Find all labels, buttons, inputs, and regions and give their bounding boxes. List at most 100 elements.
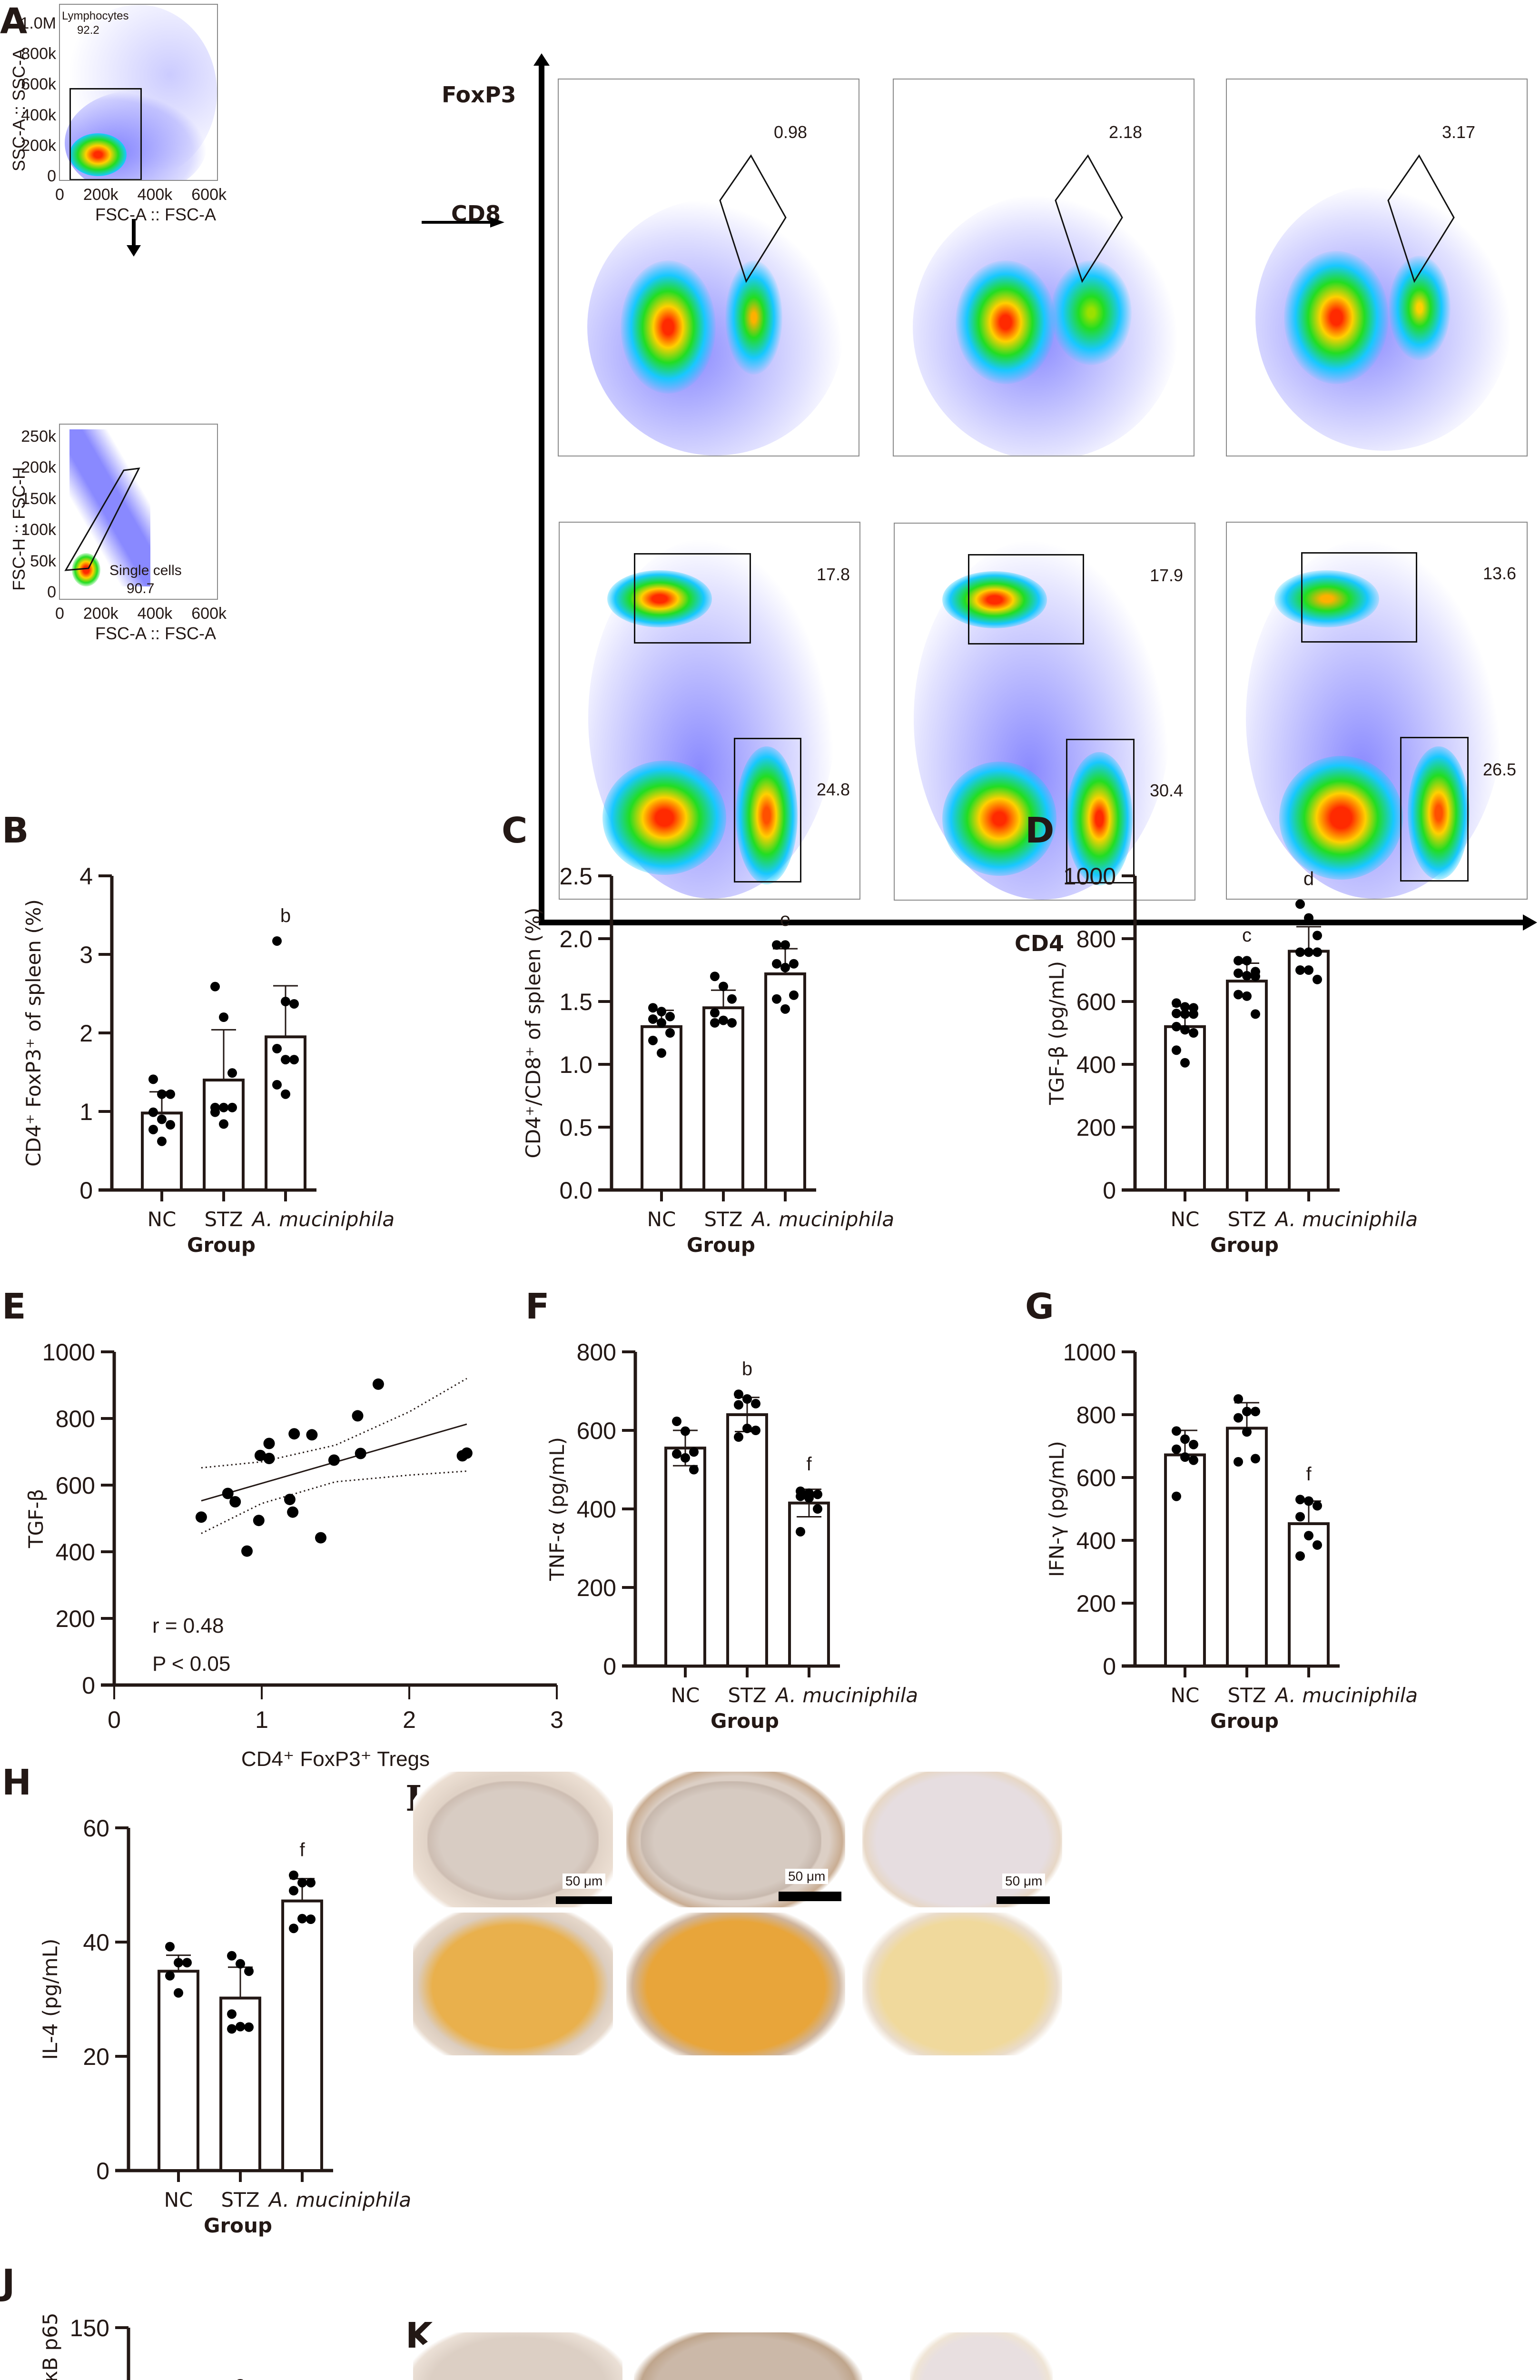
svg-text:A. muciniphila: A. muciniphila (1274, 1208, 1418, 1231)
svg-text:0: 0 (96, 2158, 109, 2184)
bar-group: c STZ (1226, 925, 1268, 1231)
scale-bar-label: 50 μm (785, 1869, 829, 1884)
svg-text:2.5: 2.5 (559, 863, 592, 890)
y-axis-label: CD4⁺ FoxP3⁺ of spleen (%) (22, 899, 45, 1167)
cd8-percentage: 17.8 (817, 565, 850, 584)
svg-text:f: f (1306, 1464, 1312, 1485)
cd4-gate (1400, 737, 1469, 882)
svg-text:400: 400 (577, 1496, 616, 1523)
svg-text:NC: NC (148, 1208, 177, 1231)
svg-text:d: d (1303, 868, 1314, 889)
scale-bar-label: 50 μm (1002, 1874, 1046, 1889)
panel-letter: B (2, 810, 29, 851)
gate-percentage: 0.98 (774, 122, 808, 142)
bar-group: STZ (219, 1951, 261, 2211)
svg-text:NC: NC (164, 2188, 193, 2211)
svg-text:0: 0 (603, 1653, 616, 1680)
svg-text:b: b (280, 905, 291, 926)
bar-group: NC (141, 1074, 183, 1231)
svg-text:NC: NC (1171, 1684, 1200, 1707)
cd8-gate (634, 553, 751, 644)
svg-text:0: 0 (1103, 1653, 1116, 1680)
bar-group: d A. muciniphila (1274, 868, 1418, 1231)
chart-svg: J050100150Histochemical score of colon N… (0, 2262, 246, 2380)
chart-c-cd4-cd8-ratio: C 0.0 0.5 1.0 1.5 2.0 2.5 CD4⁺/CD8⁺ of spleen (… (500, 809, 1023, 1285)
scale-bar (997, 1896, 1050, 1904)
svg-text:400: 400 (56, 1539, 95, 1566)
y-axis-label: TGF-β (24, 1489, 48, 1548)
svg-text:A. muciniphila: A. muciniphila (1274, 1684, 1418, 1707)
svg-text:NC: NC (647, 1208, 676, 1231)
panel-letter: D (1025, 810, 1054, 851)
y-axis-label: TNF-α (pg/mL) (545, 1437, 569, 1581)
bar-group: f A. muciniphila (774, 1454, 918, 1707)
panel-letter-a: A (0, 1, 28, 42)
cd4-axis-label: CD4 (1015, 931, 1064, 956)
svg-text:600: 600 (577, 1418, 616, 1444)
svg-text:1.0: 1.0 (559, 1051, 592, 1078)
svg-text:STZ: STZ (221, 2188, 259, 2211)
cd8-gate (968, 554, 1084, 645)
facs-cd8-stz: 17.9 30.4 (894, 523, 1195, 901)
arrow-head-up (533, 53, 550, 66)
bar-group: e A. muciniphila (750, 909, 894, 1231)
y-axis-label: Histochemical score of colon NF-κB p65 (39, 2312, 62, 2380)
cd8-percentage: 17.9 (1150, 565, 1184, 585)
panel-letter: E (2, 1286, 26, 1327)
facs-foxp3-akk: 3.17 (1226, 79, 1528, 456)
svg-text:0: 0 (79, 1177, 93, 1204)
x-axis-label: Group (711, 1709, 779, 1733)
chart-d-tgf-beta: D 0 200 400 600 800 1000 TGF-β (pg/mL) NC c STZ d A.… (1023, 809, 1540, 1285)
bar-group: NC (1164, 998, 1206, 1231)
y-axis-label: IL-4 (pg/mL) (39, 1939, 62, 2060)
svg-text:1.5: 1.5 (559, 989, 592, 1015)
bar-group: NC (664, 1417, 706, 1707)
svg-text:1000: 1000 (42, 1339, 95, 1366)
svg-text:STZ: STZ (1227, 1208, 1266, 1231)
svg-text:1: 1 (79, 1099, 93, 1125)
svg-text:150: 150 (70, 2315, 109, 2341)
svg-text:0: 0 (108, 1706, 121, 1733)
svg-text:A. muciniphila: A. muciniphila (251, 1208, 395, 1231)
cd4-percentage: 26.5 (1483, 760, 1517, 779)
chart-svg: C 0.0 0.5 1.0 1.5 2.0 2.5 CD4⁺/CD8⁺ of spleen (… (502, 810, 894, 1257)
svg-text:1: 1 (255, 1706, 268, 1733)
svg-text:2.0: 2.0 (559, 926, 592, 952)
y-axis-label: TGF-β (pg/mL) (1045, 961, 1068, 1105)
cd4-percentage: 24.8 (817, 780, 850, 799)
foxp3-axis-label: FoxP3 (442, 82, 516, 108)
y-ticks: 0 50k 100k 150k 200k 250k (21, 427, 56, 601)
chart-svg: F 0 200 400 600 800 TNF-α (pg/mL) NC b STZ f A. muc… (525, 1286, 918, 1733)
histology-k-akk-raw: 50 μm (910, 2332, 1053, 2380)
bar-group: aSTZ (235, 2372, 246, 2380)
scale-bar-label: 50 μm (563, 1874, 606, 1889)
facs-lymphocytes-canvas: Lymphocytes 92.2 (59, 4, 218, 181)
panel-letter: F (525, 1286, 550, 1327)
histology-i-stz-raw: 50 μm (626, 1772, 845, 1907)
gate-label: Lymphocytes (62, 10, 129, 22)
svg-text:600: 600 (1076, 989, 1116, 1015)
facs-single-cells-plot: FSC-H :: FSC-H Single cells 90.7 FSC-A :… (0, 419, 227, 643)
x-axis-label: Group (204, 2214, 272, 2237)
svg-text:2: 2 (403, 1706, 416, 1733)
gate-percentage: 3.17 (1442, 122, 1476, 142)
facs-lymphocytes-plot: SSC-A :: SSC-A Lymphocytes 92.2 FSC-A ::… (0, 0, 227, 224)
x-axis-label: Group (1210, 1709, 1279, 1733)
x-axis-label: Group (187, 1233, 256, 1257)
y-axis-arrow (539, 60, 544, 923)
bar-group: b STZ (726, 1359, 768, 1707)
svg-text:STZ: STZ (1227, 1684, 1266, 1707)
gate-percentage: 2.18 (1109, 122, 1143, 142)
svg-text:4: 4 (79, 863, 93, 890)
cd8-percentage: 13.6 (1483, 564, 1517, 583)
svg-text:f: f (806, 1454, 812, 1475)
bar-group: STZ (203, 982, 245, 1231)
chart-svg: G 0 200 400 600 800 1000 IFN-γ (pg/mL) NC STZ f A. … (1025, 1286, 1418, 1733)
bar-group: b A. muciniphila (251, 905, 395, 1231)
svg-text:800: 800 (56, 1406, 95, 1432)
arrow-head-right (1523, 914, 1537, 931)
flow-arrow-right (422, 221, 493, 224)
svg-text:a: a (235, 2372, 246, 2380)
x-axis-label: FSC-A :: FSC-A (95, 205, 217, 224)
x-axis-label: FSC-A :: FSC-A (95, 624, 217, 643)
